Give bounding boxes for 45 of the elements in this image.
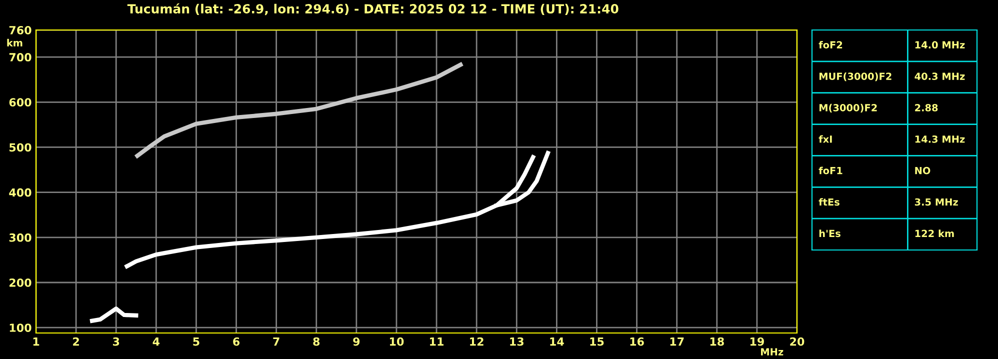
- text: NO: [915, 166, 930, 174]
- x-tick-label: 3: [112, 337, 120, 346]
- x-tick-label: 5: [193, 338, 200, 346]
- text: 122 km: [915, 230, 954, 237]
- x-tick-label: 20: [790, 337, 804, 346]
- y-tick-label: 700: [9, 53, 32, 62]
- text: 14.3 MHz: [915, 135, 965, 143]
- x-tick-label: 6: [233, 337, 240, 346]
- y-axis-title: km: [7, 38, 22, 46]
- text: h'Es: [819, 230, 840, 238]
- text: foF1: [818, 166, 842, 174]
- x-tick-label: 13: [510, 337, 524, 346]
- text: foF2: [818, 41, 842, 49]
- text: 2.88: [915, 104, 938, 112]
- x-tick-label: 8: [313, 337, 320, 346]
- text: M(3000)F2: [819, 104, 877, 113]
- x-tick-label: 11: [430, 338, 444, 346]
- x-tick-label: 19: [750, 337, 764, 346]
- x-tick-label: 2: [73, 337, 79, 346]
- x-tick-label: 4: [152, 338, 160, 346]
- x-tick-label: 16: [630, 337, 644, 346]
- text: fxI: [818, 135, 832, 143]
- x-tick-label: 1: [33, 338, 40, 346]
- y-tick-label: 600: [9, 98, 32, 107]
- x-tick-label: 15: [590, 338, 604, 346]
- x-tick-label: 7: [273, 338, 280, 346]
- y-tick-label: 300: [9, 233, 32, 242]
- text: ftEs: [818, 198, 840, 206]
- text: 3.5 MHz: [914, 198, 958, 206]
- x-axis-title: MHz: [761, 348, 784, 356]
- y-tick-label: 400: [9, 188, 32, 197]
- x-tick-label: 18: [710, 337, 724, 346]
- x-tick-label: 12: [470, 337, 484, 346]
- chart-title: Tucumán (lat: -26.9, lon: 294.6) - DATE: 2025 02 12 - TIME (UT): 21:40: [127, 3, 618, 16]
- x-tick-label: 10: [390, 337, 404, 346]
- y-tick-label: 200: [10, 278, 32, 287]
- text: 14.0 MHz: [915, 41, 965, 49]
- x-tick-label: 17: [670, 338, 684, 346]
- y-tick-label: 760: [9, 26, 32, 34]
- x-tick-label: 9: [353, 337, 360, 346]
- y-tick-label: 100: [10, 324, 32, 332]
- y-tick-label: 500: [10, 143, 32, 152]
- x-tick-label: 14: [550, 338, 564, 346]
- text: MUF(3000)F2: [819, 72, 892, 82]
- text: 40.3 MHz: [914, 72, 965, 80]
